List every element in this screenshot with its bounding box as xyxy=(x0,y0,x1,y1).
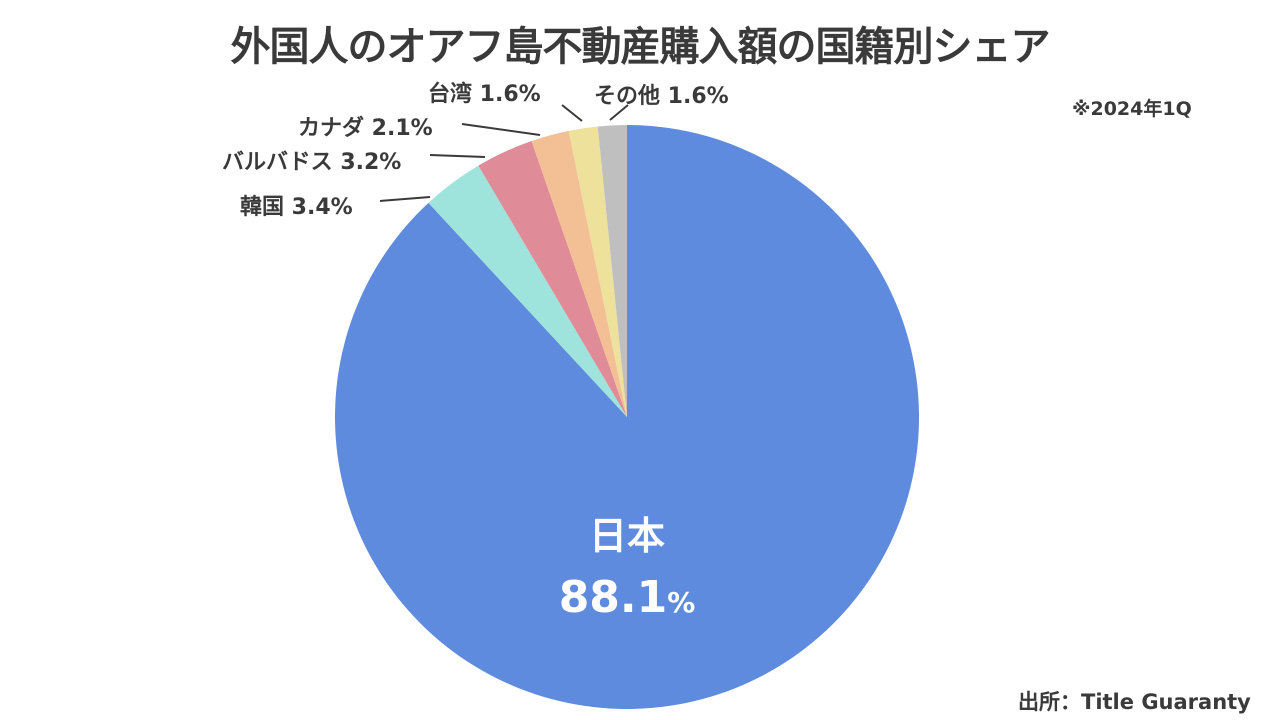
pie-slice-3 xyxy=(531,130,627,417)
label-japan-name: 日本 xyxy=(588,514,665,558)
label-korea: 韓国 3.4% xyxy=(240,195,353,220)
chart-title: 外国人のオアフ島不動産購入額の国籍別シェア xyxy=(230,24,1051,70)
period-note: ※2024年1Q xyxy=(1072,98,1192,120)
label-canada: カナダ 2.1% xyxy=(298,116,433,141)
pie-slice-4 xyxy=(568,126,627,417)
label-barbados: バルバドス 3.2% xyxy=(222,150,402,175)
label-other: その他 1.6% xyxy=(594,84,729,109)
pie-slice-1 xyxy=(428,165,627,417)
label-japan-value: 88.1% xyxy=(558,572,696,623)
leader-lines xyxy=(379,104,629,202)
pie-slice-2 xyxy=(478,141,627,418)
source-note: 出所：Title Guaranty xyxy=(1018,690,1251,714)
pie-slices xyxy=(334,125,919,710)
pie-slice-5 xyxy=(597,125,627,417)
label-taiwan: 台湾 1.6% xyxy=(428,82,541,107)
pie-slice-0 xyxy=(334,125,919,710)
